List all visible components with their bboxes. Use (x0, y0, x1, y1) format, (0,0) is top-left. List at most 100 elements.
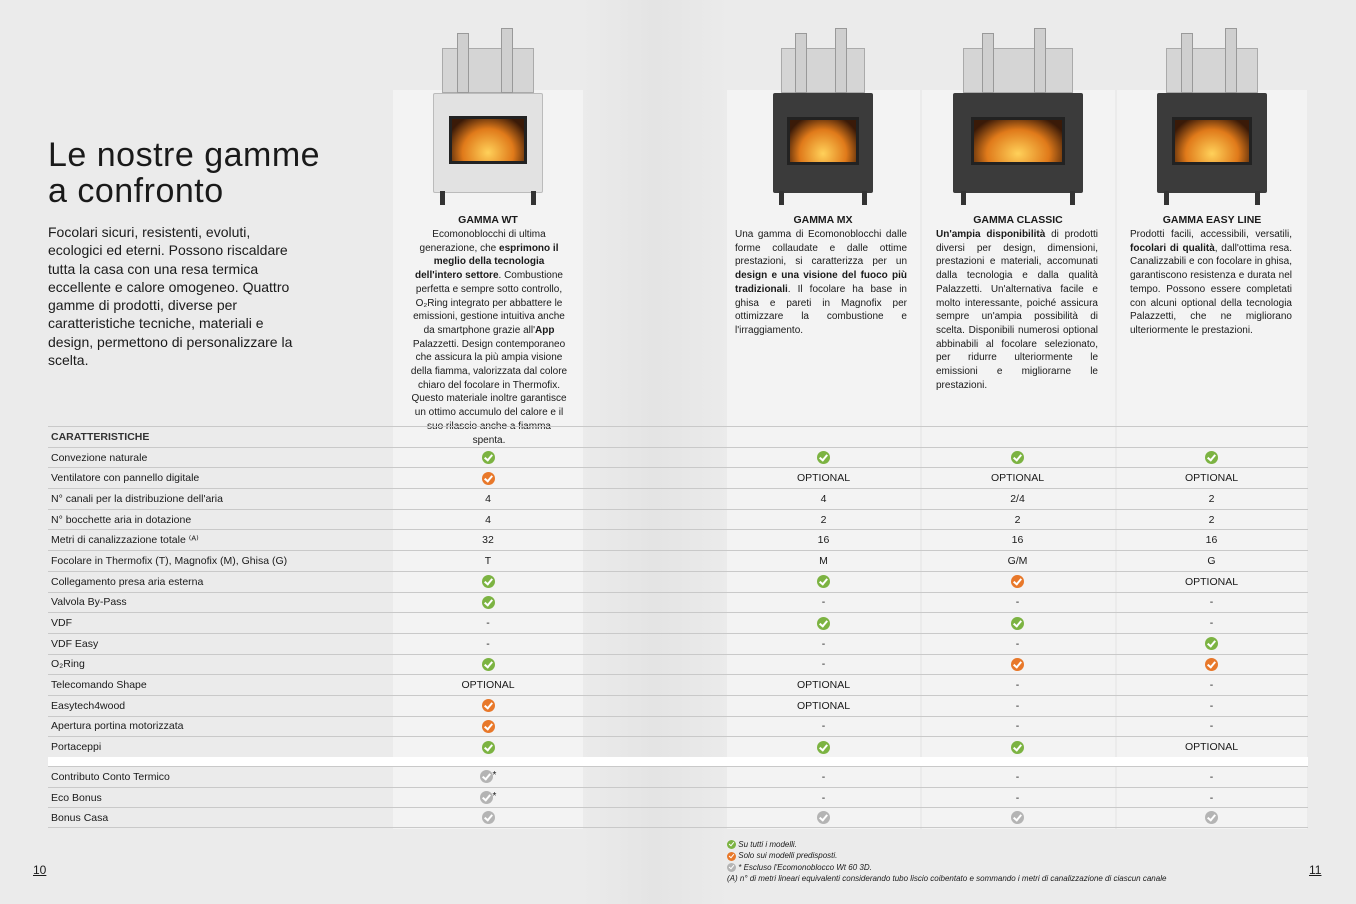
row-label: Eco Bonus (51, 791, 102, 804)
row-label: Valvola By-Pass (51, 596, 127, 609)
cell-value: - (1209, 720, 1214, 733)
cell-value: OPTIONAL (1184, 741, 1239, 754)
green-check-icon (817, 740, 830, 754)
table-cell: - (727, 720, 920, 732)
description-segment: . Combustione perfetta e sempre sotto co… (413, 270, 565, 336)
grey-check-icon (479, 791, 493, 805)
table-row: Ventilatore con pannello digitale OPTIONA… (48, 467, 1308, 488)
cell-value: - (486, 637, 490, 650)
cell-value: 2 (1208, 513, 1215, 526)
table-cell: - (1115, 720, 1308, 732)
table-cell: 2 (1115, 514, 1308, 526)
table-cell: - (920, 771, 1115, 783)
table-row: Metri di canalizzazione totale ⁽ᴬ⁾ 32 16 16… (48, 529, 1308, 550)
table-row: Contributo Conto Termico * - - - (48, 766, 1308, 787)
cell-value: - (821, 596, 826, 609)
table-cell: OPTIONAL (1115, 741, 1308, 753)
cell-value: OPTIONAL (796, 472, 851, 485)
product-title: GAMMA CLASSIC (973, 214, 1063, 226)
product-description: Prodotti facili, accessibili, versatili,… (1130, 228, 1292, 338)
table-cell: 2 (1115, 493, 1308, 505)
product-image (1132, 25, 1292, 205)
fireplace-illustration (953, 25, 1083, 205)
row-label: Focolare in Thermofix (T), Magnofix (M),… (51, 554, 288, 567)
cell-value: 2 (1014, 513, 1021, 526)
product-title: GAMMA WT (458, 214, 518, 226)
cell-value: - (1209, 770, 1214, 783)
orange-check-icon (727, 851, 736, 861)
green-check-icon (817, 575, 830, 589)
green-check-icon (817, 451, 830, 465)
cell-value: 2 (1208, 492, 1215, 505)
note-text: Solo sui modelli predisposti. (738, 851, 838, 861)
table-cell (920, 811, 1115, 825)
table-cell: G (1115, 555, 1308, 567)
cell-value: - (486, 617, 490, 630)
note-text: * Escluso l'Ecomonoblocco Wt 60 3D. (738, 862, 872, 872)
green-check-icon (727, 840, 736, 850)
table-cell: - (1115, 596, 1308, 608)
fireplace-illustration (433, 25, 543, 205)
cell-value: OPTIONAL (461, 679, 515, 692)
cell-value: - (1209, 596, 1214, 609)
green-check-icon (1011, 740, 1024, 754)
green-check-icon (481, 740, 495, 754)
description-segment: App (534, 324, 555, 336)
product-description: Una gamma di Ecomonoblocchi dalle forme … (735, 228, 907, 338)
product-description: Un'ampia disponibilità di prodotti diver… (936, 228, 1098, 392)
cell-value: 2/4 (1010, 492, 1025, 505)
table-cell (920, 451, 1115, 465)
table-cell: 32 (393, 534, 583, 546)
table-row: Easytech4wood OPTIONAL - - (48, 694, 1308, 716)
product-image (743, 25, 903, 205)
grey-check-icon (479, 770, 493, 784)
section-gap (48, 757, 1308, 766)
note-text: Su tutti i modelli. (738, 840, 797, 849)
table-cell (920, 616, 1115, 630)
table-cell: 16 (920, 534, 1115, 546)
table-cell: * (393, 791, 583, 805)
table-cell: - (920, 720, 1115, 732)
page-number-right: 11 (1309, 863, 1322, 877)
table-cell: - (1115, 679, 1308, 691)
cell-value: - (1015, 791, 1020, 804)
table-cell: - (920, 596, 1115, 608)
table-cell: OPTIONAL (920, 472, 1115, 484)
cell-value: 4 (485, 492, 491, 505)
green-check-icon (481, 575, 495, 589)
grey-check-icon (727, 862, 736, 872)
table-cell: - (727, 638, 920, 650)
table-cell: - (1115, 617, 1308, 629)
description-segment: Prodotti facili, accessibili, versatili, (1130, 229, 1292, 240)
table-cell (393, 811, 583, 825)
orange-check-icon (481, 719, 495, 733)
orange-check-icon (481, 471, 495, 485)
cell-value: M (819, 554, 828, 567)
cell-value: - (1015, 699, 1020, 712)
page-number-left: 10 (33, 863, 47, 877)
table-cell: 4 (727, 493, 920, 505)
table-cell: OPTIONAL (727, 700, 920, 712)
table-cell: - (920, 638, 1115, 650)
cell-value: - (1015, 637, 1020, 650)
table-row: O₂Ring - (48, 653, 1308, 675)
table-cell (920, 575, 1115, 589)
table-cell (920, 740, 1115, 754)
table-cell (1115, 451, 1308, 465)
table-cell (1115, 811, 1308, 825)
table-cell: - (393, 638, 583, 650)
table-cell: 16 (1115, 534, 1308, 546)
asterisk: * (492, 791, 497, 803)
table-cell (393, 471, 583, 485)
cell-value: - (1015, 720, 1020, 733)
row-label: Collegamento presa aria esterna (51, 575, 204, 588)
row-label: Bonus Casa (51, 811, 109, 824)
cell-value: - (821, 658, 826, 671)
note-line: Solo sui modelli predisposti. (727, 850, 1166, 861)
table-cell (393, 451, 583, 465)
table-cell: - (727, 596, 920, 608)
cell-value: 16 (1011, 534, 1024, 547)
table-cell: - (727, 792, 920, 804)
table-cell: 16 (727, 534, 920, 546)
green-check-icon (1205, 451, 1218, 465)
